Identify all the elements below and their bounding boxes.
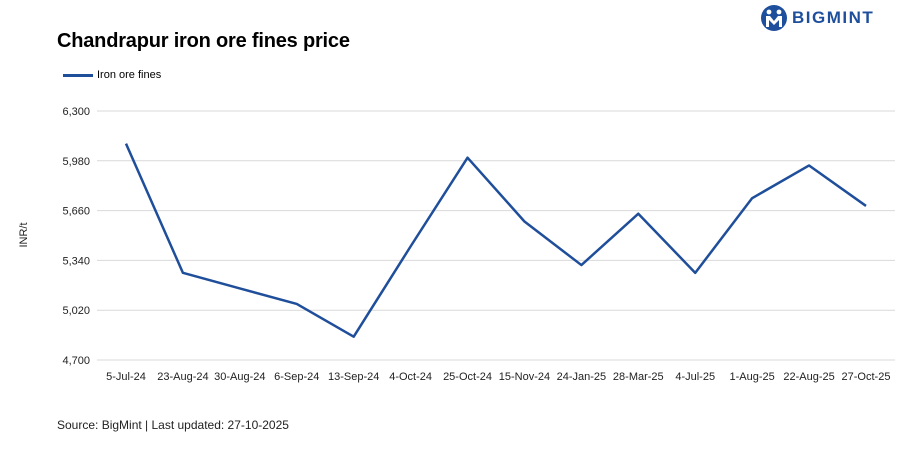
y-axis-ticks: 4,700 5,020 5,340 5,660 5,980 6,300 [62, 106, 90, 367]
x-tick-label: 6-Sep-24 [274, 371, 319, 383]
grid-layer [97, 110, 895, 361]
x-tick-label: 4-Jul-25 [675, 371, 715, 383]
legend-label: Iron ore fines [97, 69, 162, 81]
bigmint-logo-icon [761, 5, 787, 31]
series-layer [124, 143, 867, 338]
x-axis-ticks: 5-Jul-24 23-Aug-24 30-Aug-24 6-Sep-24 13-Sep… [106, 371, 890, 383]
x-tick-label: 24-Jan-25 [557, 371, 607, 383]
x-tick-label: 25-Oct-24 [443, 371, 492, 383]
y-axis-label: INR/t [18, 222, 30, 247]
x-tick-label: 13-Sep-24 [328, 371, 379, 383]
x-tick-label: 1-Aug-25 [730, 371, 775, 383]
x-tick-label: 15-Nov-24 [499, 371, 550, 383]
legend-swatch [63, 73, 93, 77]
y-tick-label: 4,700 [62, 355, 90, 367]
brand-name: BIGMINT [792, 8, 875, 27]
chart-title: Chandrapur iron ore fines price [57, 30, 350, 52]
y-tick-label: 5,660 [62, 206, 90, 218]
y-tick-label: 5,020 [62, 305, 90, 317]
brand-logo: BIGMINT [760, 4, 874, 32]
chart-legend: Iron ore fines [63, 69, 161, 81]
source-note: Source: BigMint | Last updated: 27-10-20… [57, 418, 289, 432]
y-tick-label: 5,980 [62, 156, 90, 168]
x-tick-label: 28-Mar-25 [613, 371, 664, 383]
x-tick-label: 22-Aug-25 [783, 371, 834, 383]
y-tick-label: 5,340 [62, 255, 90, 267]
x-tick-label: 5-Jul-24 [106, 371, 146, 383]
x-tick-label: 23-Aug-24 [157, 371, 208, 383]
x-tick-label: 30-Aug-24 [214, 371, 265, 383]
series-line-iron-ore-fines [124, 143, 867, 338]
x-tick-label: 4-Oct-24 [389, 371, 432, 383]
y-tick-label: 6,300 [62, 106, 90, 118]
x-tick-label: 27-Oct-25 [842, 371, 891, 383]
